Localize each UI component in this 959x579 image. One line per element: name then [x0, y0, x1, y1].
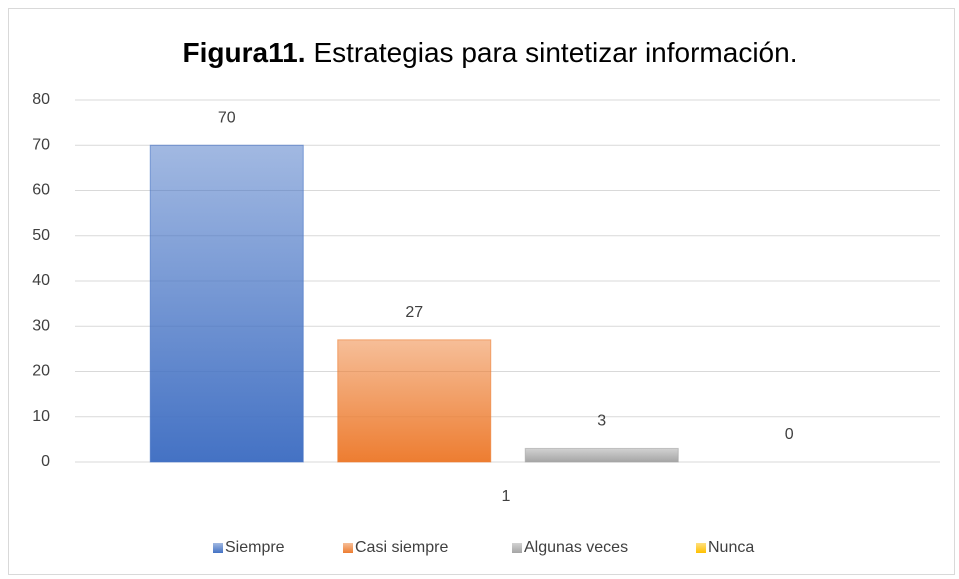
title-text: Estrategias para sintetizar información. — [313, 37, 797, 68]
data-label: 0 — [785, 426, 794, 443]
y-tick-label: 30 — [32, 317, 50, 334]
legend-swatch — [213, 543, 223, 553]
y-tick-label: 10 — [32, 408, 50, 425]
chart-title: Figura11. Estrategias para sintetizar inf… — [183, 37, 798, 68]
legend-label: Casi siempre — [355, 539, 448, 556]
bar — [337, 339, 492, 463]
legend-label: Nunca — [708, 539, 754, 556]
y-tick-label: 20 — [32, 363, 50, 380]
legend-swatch — [512, 543, 522, 553]
legend-label: Algunas veces — [524, 539, 628, 556]
legend-swatch — [696, 543, 706, 553]
x-tick-label: 1 — [502, 488, 511, 505]
legend-label: Siempre — [225, 539, 285, 556]
data-label: 3 — [597, 413, 606, 430]
legend-swatch — [343, 543, 353, 553]
y-tick-label: 80 — [32, 91, 50, 108]
y-tick-label: 40 — [32, 272, 50, 289]
data-label: 27 — [405, 304, 423, 321]
y-tick-label: 50 — [32, 227, 50, 244]
y-tick-label: 60 — [32, 182, 50, 199]
data-label: 70 — [218, 109, 236, 126]
title-prefix: Figura11. — [183, 37, 306, 68]
bar — [524, 447, 679, 463]
y-tick-label: 70 — [32, 136, 50, 153]
y-tick-label: 0 — [41, 453, 50, 470]
bar — [149, 144, 304, 463]
